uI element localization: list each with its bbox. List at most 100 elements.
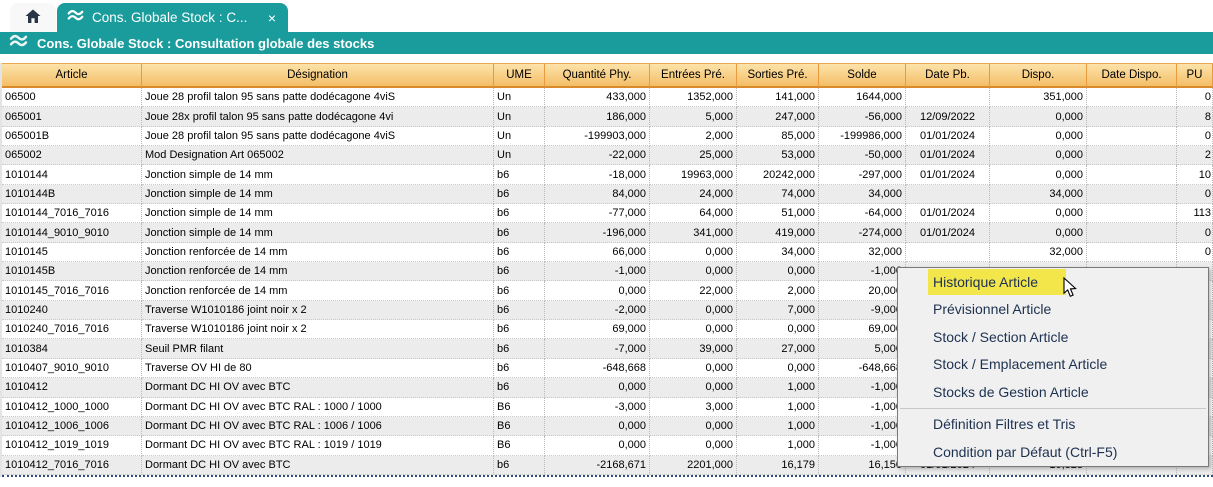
cell-ume[interactable]: b6 bbox=[494, 165, 545, 185]
cell-dispo[interactable]: 0,000 bbox=[990, 165, 1087, 185]
cell-ume[interactable]: B6 bbox=[494, 397, 545, 417]
cell-sorties[interactable]: 0,000 bbox=[737, 262, 819, 282]
cell-designation[interactable]: Jonction renforcée de 14 mm bbox=[142, 262, 494, 282]
cell-ume[interactable]: b6 bbox=[494, 339, 545, 359]
cell-solde[interactable]: -64,000 bbox=[819, 204, 906, 224]
cell-designation[interactable]: Jonction simple de 14 mm bbox=[142, 184, 494, 205]
cell-solde[interactable]: 20,000 bbox=[819, 281, 906, 301]
cell-pu[interactable]: 0 bbox=[1177, 88, 1213, 108]
cell-solde[interactable]: 34,000 bbox=[819, 184, 906, 205]
cell-designation[interactable]: Jonction simple de 14 mm bbox=[142, 204, 494, 224]
cell-article[interactable]: 1010144B bbox=[2, 184, 142, 205]
table-row[interactable]: 1010144_7016_7016 Jonction simple de 14 m… bbox=[2, 204, 1213, 224]
cell-qte_phy[interactable]: 84,000 bbox=[545, 184, 650, 205]
cell-ume[interactable]: b6 bbox=[494, 281, 545, 301]
cell-solde[interactable]: 16,150 bbox=[819, 455, 906, 475]
cell-entrees[interactable]: 64,000 bbox=[650, 204, 737, 224]
cell-ume[interactable]: b6 bbox=[494, 262, 545, 282]
table-row[interactable]: 065001B Joue 28 profil talon 95 sans patt… bbox=[2, 126, 1213, 147]
cell-solde[interactable]: -56,000 bbox=[819, 107, 906, 127]
cell-entrees[interactable]: 1352,000 bbox=[650, 88, 737, 108]
cell-article[interactable]: 1010412 bbox=[2, 378, 142, 398]
cell-dispo[interactable]: 351,000 bbox=[990, 88, 1087, 108]
cell-date_dispo[interactable] bbox=[1087, 146, 1177, 166]
cell-solde[interactable]: -1,000 bbox=[819, 262, 906, 282]
cell-designation[interactable]: Dormant DC HI OV avec BTC bbox=[142, 378, 494, 398]
cell-entrees[interactable]: 0,000 bbox=[650, 300, 737, 321]
cell-sorties[interactable]: 1,000 bbox=[737, 416, 819, 437]
menu-item-pr-visionnel-article[interactable]: Prévisionnel Article bbox=[933, 301, 1052, 318]
column-header-designation[interactable]: Désignation bbox=[142, 63, 494, 88]
cell-date_pb[interactable]: 01/01/2024 bbox=[906, 165, 990, 185]
cell-article[interactable]: 1010240 bbox=[2, 300, 142, 321]
cell-ume[interactable]: b6 bbox=[494, 358, 545, 379]
cell-article[interactable]: 065001 bbox=[2, 107, 142, 127]
cell-dispo[interactable]: 0,000 bbox=[990, 223, 1087, 243]
cell-designation[interactable]: Joue 28 profil talon 95 sans patte dodéc… bbox=[142, 88, 494, 108]
cell-sorties[interactable]: 1,000 bbox=[737, 436, 819, 456]
cell-qte_phy[interactable]: -22,000 bbox=[545, 146, 650, 166]
cell-sorties[interactable]: 34,000 bbox=[737, 242, 819, 263]
cell-designation[interactable]: Traverse W1010186 joint noir x 2 bbox=[142, 320, 494, 340]
cell-ume[interactable]: b6 bbox=[494, 300, 545, 321]
cell-sorties[interactable]: 0,000 bbox=[737, 320, 819, 340]
cell-sorties[interactable]: 1,000 bbox=[737, 397, 819, 417]
cell-ume[interactable]: b6 bbox=[494, 378, 545, 398]
cell-dispo[interactable]: 0,000 bbox=[990, 204, 1087, 224]
cell-dispo[interactable]: 32,000 bbox=[990, 242, 1087, 263]
cell-entrees[interactable]: 22,000 bbox=[650, 281, 737, 301]
column-header-ume[interactable]: UME bbox=[494, 63, 545, 88]
cell-solde[interactable]: 32,000 bbox=[819, 242, 906, 263]
column-header-solde[interactable]: Solde bbox=[819, 63, 906, 88]
cell-qte_phy[interactable]: 66,000 bbox=[545, 242, 650, 263]
cell-pu[interactable]: 8 bbox=[1177, 107, 1213, 127]
cell-qte_phy[interactable]: 433,000 bbox=[545, 88, 650, 108]
cell-article[interactable]: 1010412_1000_1000 bbox=[2, 397, 142, 417]
table-row[interactable]: 065001 Joue 28x profil talon 95 sans patt… bbox=[2, 107, 1213, 127]
cell-solde[interactable]: -648,668 bbox=[819, 358, 906, 379]
cell-qte_phy[interactable]: -2,000 bbox=[545, 300, 650, 321]
cell-date_pb[interactable]: 01/01/2024 bbox=[906, 126, 990, 147]
table-row[interactable]: 1010144B Jonction simple de 14 mm b6 84,000… bbox=[2, 184, 1213, 205]
cell-designation[interactable]: Jonction renforcée de 14 mm bbox=[142, 281, 494, 301]
tab-home[interactable] bbox=[10, 3, 56, 32]
cell-date_dispo[interactable] bbox=[1087, 88, 1177, 108]
cell-sorties[interactable]: 74,000 bbox=[737, 184, 819, 205]
table-row[interactable]: 1010144_9010_9010 Jonction simple de 14 m… bbox=[2, 223, 1213, 243]
cell-pu[interactable]: 0 bbox=[1177, 126, 1213, 147]
cell-sorties[interactable]: 20242,000 bbox=[737, 165, 819, 185]
cell-solde[interactable]: 1644,000 bbox=[819, 88, 906, 108]
cell-designation[interactable]: Jonction simple de 14 mm bbox=[142, 223, 494, 243]
cell-solde[interactable]: -9,000 bbox=[819, 300, 906, 321]
cell-pu[interactable]: 0 bbox=[1177, 242, 1213, 263]
cell-qte_phy[interactable]: -77,000 bbox=[545, 204, 650, 224]
cell-date_pb[interactable] bbox=[906, 242, 990, 263]
cell-pu[interactable]: 0 bbox=[1177, 223, 1213, 243]
cell-qte_phy[interactable]: 0,000 bbox=[545, 281, 650, 301]
cell-ume[interactable]: b6 bbox=[494, 320, 545, 340]
column-header-date_pb[interactable]: Date Pb. bbox=[906, 63, 990, 88]
cell-sorties[interactable]: 7,000 bbox=[737, 300, 819, 321]
menu-item-stock-emplacement-article[interactable]: Stock / Emplacement Article bbox=[933, 356, 1108, 373]
column-header-dispo[interactable]: Dispo. bbox=[990, 63, 1087, 88]
cell-designation[interactable]: Dormant DC HI OV avec BTC RAL : 1019 / 1… bbox=[142, 436, 494, 456]
column-header-date_dispo[interactable]: Date Dispo. bbox=[1087, 63, 1177, 88]
cell-date_pb[interactable]: 12/09/2022 bbox=[906, 107, 990, 127]
cell-qte_phy[interactable]: 69,000 bbox=[545, 320, 650, 340]
table-row[interactable]: 06500 Joue 28 profil talon 95 sans patte … bbox=[2, 88, 1213, 108]
cell-solde[interactable]: -1,000 bbox=[819, 378, 906, 398]
cell-designation[interactable]: Seuil PMR filant bbox=[142, 339, 494, 359]
cell-dispo[interactable]: 0,000 bbox=[990, 107, 1087, 127]
cell-date_pb[interactable] bbox=[906, 184, 990, 205]
cell-sorties[interactable]: 2,000 bbox=[737, 281, 819, 301]
cell-date_dispo[interactable] bbox=[1087, 223, 1177, 243]
menu-item-stock-section-article[interactable]: Stock / Section Article bbox=[933, 328, 1069, 345]
cell-designation[interactable]: Traverse W1010186 joint noir x 2 bbox=[142, 300, 494, 321]
cell-date_dispo[interactable] bbox=[1087, 165, 1177, 185]
cell-entrees[interactable]: 0,000 bbox=[650, 416, 737, 437]
cell-article[interactable]: 06500 bbox=[2, 88, 142, 108]
cell-ume[interactable]: B6 bbox=[494, 416, 545, 437]
cell-solde[interactable]: -1,000 bbox=[819, 416, 906, 437]
cell-sorties[interactable]: 53,000 bbox=[737, 146, 819, 166]
cell-solde[interactable]: 5,000 bbox=[819, 339, 906, 359]
